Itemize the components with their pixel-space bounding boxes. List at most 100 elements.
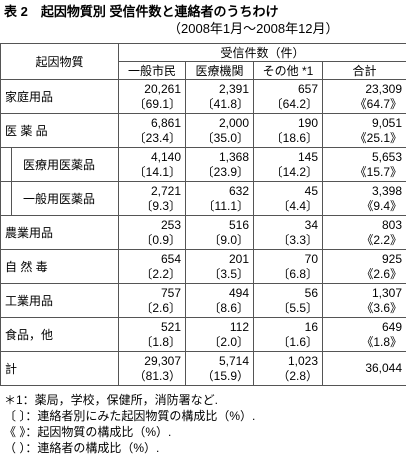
ratio: 《25.1》	[323, 131, 402, 146]
ratio: 〔69.1〕	[119, 97, 181, 112]
count: 190	[254, 116, 318, 131]
cell: 516〔9.0〕	[186, 216, 254, 250]
ratio: 〔4.4〕	[254, 199, 318, 214]
ratio: （15.9）	[186, 369, 249, 384]
cell: 657〔64.2〕	[254, 80, 323, 114]
cell: 34〔3.3〕	[254, 216, 323, 250]
count: 521	[119, 320, 181, 335]
cell: 2,721〔9.3〕	[119, 182, 186, 216]
count: 1,368	[186, 150, 249, 165]
ratio: 〔11.1〕	[186, 199, 249, 214]
count: 9,051	[323, 116, 402, 131]
cell: 2,391〔41.8〕	[186, 80, 254, 114]
column-header: 合計	[323, 62, 406, 80]
row-header: 起因物質	[1, 44, 119, 80]
ratio: 《64.7》	[323, 97, 402, 112]
row-label: 計	[1, 352, 119, 386]
cell: 23,309《64.7》	[323, 80, 406, 114]
count: 16	[254, 320, 318, 335]
column-header: 一般市民	[119, 62, 186, 80]
count: 253	[119, 218, 181, 233]
count: 56	[254, 286, 318, 301]
ratio: 〔9.3〕	[119, 199, 181, 214]
count: 803	[323, 218, 402, 233]
cell: 253〔0.9〕	[119, 216, 186, 250]
count: 4,140	[119, 150, 181, 165]
ratio: 〔2.0〕	[186, 335, 249, 350]
cell: 112〔2.0〕	[186, 318, 254, 352]
count: 70	[254, 252, 318, 267]
ratio: 《1.8》	[323, 335, 402, 350]
footnote: 《 》：起因物質の構成比（%）.	[4, 424, 406, 440]
cell: 654〔2.2〕	[119, 250, 186, 284]
ratio: 〔1.6〕	[254, 335, 318, 350]
count: 757	[119, 286, 181, 301]
ratio: 〔1.8〕	[119, 335, 181, 350]
ratio: 〔64.2〕	[254, 97, 318, 112]
footnote: （ ）：連絡者の構成比（%）.	[4, 440, 406, 456]
count: 2,000	[186, 116, 249, 131]
cell: 201〔3.5〕	[186, 250, 254, 284]
row-label: 一般用医薬品	[1, 182, 119, 216]
cell: 1,023（2.8）	[254, 352, 323, 386]
cell: 145〔14.2〕	[254, 148, 323, 182]
ratio: 《15.7》	[323, 165, 402, 180]
cell: 2,000〔35.0〕	[186, 114, 254, 148]
count: 925	[323, 252, 402, 267]
row-label: 食品，他	[1, 318, 119, 352]
count: 657	[254, 82, 318, 97]
count: 36,044	[323, 361, 402, 376]
row-label: 医療用医薬品	[1, 148, 119, 182]
cell: 632〔11.1〕	[186, 182, 254, 216]
cell: 20,261〔69.1〕	[119, 80, 186, 114]
cell: 9,051《25.1》	[323, 114, 406, 148]
cell: 190〔18.6〕	[254, 114, 323, 148]
count: 649	[323, 320, 402, 335]
count: 20,261	[119, 82, 181, 97]
period: （2008年1月～2008年12月）	[168, 20, 406, 37]
footnotes: ＊1：薬局，学校，保健所，消防署など.〔 〕：連絡者別にみた起因物質の構成比（%…	[4, 392, 406, 456]
cell: 56〔5.5〕	[254, 284, 323, 318]
ratio: （2.8）	[254, 369, 318, 384]
cell: 494〔8.6〕	[186, 284, 254, 318]
count: 34	[254, 218, 318, 233]
cell: 36,044	[323, 352, 406, 386]
count: 2,391	[186, 82, 249, 97]
ratio: 〔23.4〕	[119, 131, 181, 146]
ratio: 〔14.2〕	[254, 165, 318, 180]
ratio: 〔3.5〕	[186, 267, 249, 282]
ratio: 〔5.5〕	[254, 301, 318, 316]
ratio: 《2.6》	[323, 267, 402, 282]
count: 654	[119, 252, 181, 267]
cell: 29,307（81.3）	[119, 352, 186, 386]
ratio: 〔23.9〕	[186, 165, 249, 180]
cell: 45〔4.4〕	[254, 182, 323, 216]
cell: 757〔2.6〕	[119, 284, 186, 318]
ratio: 〔14.1〕	[119, 165, 181, 180]
ratio: 〔2.2〕	[119, 267, 181, 282]
count: 5,714	[186, 354, 249, 369]
ratio: 〔18.6〕	[254, 131, 318, 146]
count: 2,721	[119, 184, 181, 199]
row-label: 農業用品	[1, 216, 119, 250]
page: 表 2 起因物質別 受信件数と連絡者のうちわけ （2008年1月～2008年12…	[0, 4, 406, 464]
count: 201	[186, 252, 249, 267]
cell: 3,398《9.4》	[323, 182, 406, 216]
row-label: 家庭用品	[1, 80, 119, 114]
cell: 5,653《15.7》	[323, 148, 406, 182]
count: 6,861	[119, 116, 181, 131]
ratio: 《2.2》	[323, 233, 402, 248]
ratio: 〔8.6〕	[186, 301, 249, 316]
row-label: 医 薬 品	[1, 114, 119, 148]
cell: 5,714（15.9）	[186, 352, 254, 386]
cell: 803《2.2》	[323, 216, 406, 250]
ratio: 〔35.0〕	[186, 131, 249, 146]
